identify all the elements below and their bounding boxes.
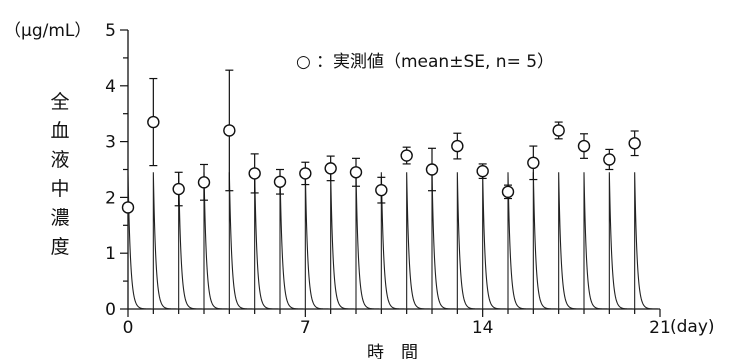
x-axis-title: 時 間 [367, 343, 418, 359]
y-tick-label: 4 [105, 77, 116, 97]
data-point-day-8 [324, 162, 337, 175]
observed-points-layer [121, 69, 641, 214]
data-point-day-9 [349, 166, 363, 179]
y-axis-title-char: 濃 [50, 207, 69, 229]
y-axis-title-char: 液 [50, 149, 69, 171]
data-point-day-14 [476, 164, 489, 178]
y-unit-label: （μg/mL） [4, 21, 91, 41]
data-point-day-2 [172, 182, 185, 196]
data-point-day-6 [273, 175, 287, 188]
x-tick-label: 14 [472, 318, 494, 338]
simulation-curve [127, 172, 660, 310]
data-point-day-18 [577, 139, 591, 153]
data-point-day-0 [121, 201, 135, 214]
data-point-day-3 [197, 176, 211, 189]
legend-label: ：実測値（mean±SE, n= 5） [316, 52, 554, 72]
simulation-curve-layer [127, 172, 660, 310]
data-point-day-10 [375, 183, 388, 197]
y-tick-label: 1 [105, 244, 116, 264]
data-point-day-11 [400, 149, 413, 162]
y-axis-title-char: 全 [50, 91, 69, 113]
data-point-day-4 [223, 124, 236, 137]
y-tick-label: 0 [105, 300, 116, 320]
x-unit-label: (day) [670, 317, 715, 337]
data-point-day-13 [451, 139, 464, 153]
legend: ○ ：実測値（mean±SE, n= 5） [296, 52, 554, 72]
x-tick-label: 0 [123, 318, 134, 338]
y-tick-label: 2 [105, 188, 116, 208]
data-point-day-1 [147, 115, 160, 129]
y-tick-label: 5 [105, 21, 116, 41]
x-tick-label: 7 [300, 318, 311, 338]
y-axis-title-char: 中 [50, 178, 69, 200]
data-point-day-15 [501, 185, 515, 199]
data-point-day-12 [425, 163, 439, 176]
data-point-day-16 [527, 156, 540, 170]
data-point-day-17 [552, 124, 565, 137]
x-tick-label: 21 [649, 318, 671, 338]
y-tick-label: 3 [105, 133, 116, 153]
data-point-day-5 [248, 167, 261, 180]
data-point-day-20 [628, 137, 641, 150]
data-point-day-19 [603, 153, 616, 166]
chart-axes: 0 1 2 3 4 5 0 7 14 21 [105, 21, 671, 338]
y-axis-title-char: 度 [50, 236, 69, 258]
legend-symbol: ○ [296, 52, 311, 72]
y-axis-title-char: 血 [50, 120, 69, 142]
data-point-day-7 [299, 167, 312, 180]
